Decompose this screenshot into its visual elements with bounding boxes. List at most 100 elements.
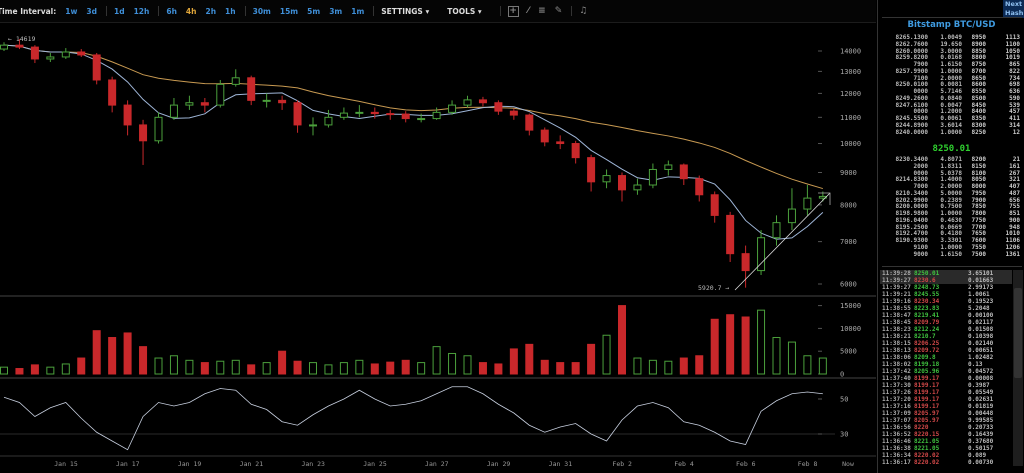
candle-body <box>77 51 86 56</box>
pen-icon[interactable]: ✎ <box>554 6 563 16</box>
orderbook-row[interactable]: 8265.1300 1.0049 8950 1113 <box>882 34 1022 42</box>
order-amount: 0.0168 <box>940 54 962 62</box>
depth-price: 8150 <box>971 162 986 170</box>
orderbook-row[interactable]: 8249.2600 0.0840 8500 590 <box>882 94 1022 103</box>
orderbook-row[interactable]: 0000 5.7146 8550 636 <box>882 88 1022 96</box>
orderbook-row[interactable]: 8245.5500 0.0061 8350 411 <box>882 115 1022 123</box>
settings-menu[interactable]: SETTINGS ▾ <box>381 6 430 16</box>
depth-total: 321 <box>1009 176 1020 184</box>
trade-price: 8221.05 <box>914 438 940 445</box>
orderbook-row[interactable]: 8240.0000 1.0000 8250 12 <box>882 129 1022 137</box>
candle-body <box>0 44 8 50</box>
order-amount: 1.6150 <box>940 250 962 258</box>
depth-price: 8650 <box>971 74 986 82</box>
trade-amount: 0.05549 <box>968 389 994 396</box>
interval-3d[interactable]: 3d <box>86 6 97 16</box>
trade-row: 11:38:45 8209.79 0.02117 <box>880 319 1012 326</box>
orderbook-row[interactable]: 8257.9900 1.0000 8700 822 <box>882 68 1022 76</box>
interval-4h[interactable]: 4h <box>185 6 197 16</box>
orderbook-row[interactable]: 7900 1.6150 8750 865 <box>882 61 1022 69</box>
depth-total: 1100 <box>1005 40 1020 48</box>
horizontal-lines-icon[interactable]: ≡ <box>538 6 546 16</box>
trade-time: 11:37:26 <box>882 389 911 396</box>
toolbar: Time Interval: 1w 3d 1d 12h 6h 4h 2h 1h 30m 15m 5m… <box>0 0 876 23</box>
volume-bar <box>339 362 348 375</box>
orderbook-row[interactable]: 8198.9800 1.0000 7800 851 <box>882 210 1022 218</box>
interval-5m[interactable]: 5m <box>307 6 321 16</box>
orderbook-row[interactable]: 8250.0100 0.0081 8600 698 <box>882 81 1022 89</box>
depth-price: 8000 <box>971 183 986 190</box>
interval-3m[interactable]: 3m <box>329 6 343 16</box>
bell-icon[interactable]: ♫ <box>579 6 588 16</box>
separator <box>105 6 107 16</box>
ma-fast-line <box>3 44 824 240</box>
volume-bar <box>216 360 225 375</box>
separator <box>244 6 246 16</box>
order-price: 8245.5500 <box>895 115 928 122</box>
candle-body <box>571 143 580 159</box>
trade-row: 11:37:26 8199.17 0.05549 <box>880 389 1012 396</box>
orderbook-row[interactable]: 7100 2.0000 8650 734 <box>882 74 1022 83</box>
order-amount: 0.0840 <box>940 94 962 102</box>
orderbook-row[interactable]: 7000 2.0000 8000 407 <box>882 183 1022 191</box>
interval-1w[interactable]: 1w <box>65 6 78 16</box>
trade-amount: 0.19523 <box>968 298 994 305</box>
orderbook-row[interactable]: 8192.4700 0.4180 7650 1010 <box>882 230 1022 238</box>
orderbook-row[interactable]: 9000 1.6150 7500 1361 <box>882 250 1022 259</box>
tools-menu[interactable]: TOOLS ▾ <box>447 6 482 16</box>
orderbook-row[interactable]: 8190.9300 3.3301 7600 1106 <box>882 237 1022 245</box>
order-price: 8260.0000 <box>895 47 928 55</box>
interval-1d[interactable]: 1d <box>113 6 125 16</box>
orderbook-row[interactable]: 8259.8200 0.0168 8800 1019 <box>882 54 1022 62</box>
orderbook-row[interactable]: 8196.0400 0.4630 7750 900 <box>882 217 1022 225</box>
volume-bar <box>46 366 55 375</box>
interval-2h[interactable]: 2h <box>205 6 217 16</box>
orderbook-row[interactable]: 2000 1.8311 8150 161 <box>882 162 1022 171</box>
interval-12h[interactable]: 12h <box>133 6 150 16</box>
bids-list: 8230.3400 4.8071 8200 21 2000 1.8311 8150 161 00… <box>882 156 1022 259</box>
trade-price: 8199.17 <box>914 396 940 403</box>
trade-price: 8220.15 <box>914 431 940 438</box>
orderbook-row[interactable]: 8195.2500 0.0669 7700 948 <box>882 224 1022 232</box>
candle-body <box>679 164 688 180</box>
line-draw-icon[interactable]: ⁄ <box>527 6 530 16</box>
orderbook-row[interactable]: 8210.3400 5.0000 7950 487 <box>882 190 1022 198</box>
candle-body <box>123 104 132 126</box>
trade-price: 8219.41 <box>914 312 940 319</box>
order-amount: 0.4180 <box>940 230 962 238</box>
candle-body <box>556 141 565 145</box>
price-chart[interactable]: 14000 13000 12000 11000 10000 9000 8000 7000 600… <box>0 0 876 473</box>
orderbook-row[interactable]: 8200.0000 0.7500 7850 755 <box>882 203 1022 211</box>
interval-1h[interactable]: 1h <box>225 6 236 16</box>
trade-time: 11:36:56 <box>882 424 911 431</box>
order-price: 2000 <box>913 162 928 170</box>
scrollbar-thumb[interactable] <box>1014 288 1022 378</box>
crosshair-icon[interactable]: + <box>507 5 519 17</box>
orderbook-row[interactable]: 8247.6100 0.0047 8450 539 <box>882 102 1022 110</box>
orderbook-row[interactable]: 8214.8300 1.4000 8050 321 <box>882 176 1022 184</box>
order-price: 8259.8200 <box>895 54 928 62</box>
volume-bar <box>61 363 70 375</box>
interval-30m[interactable]: 30m <box>252 6 271 16</box>
interval-15m[interactable]: 15m <box>279 6 299 16</box>
top-right-tab[interactable]: Next Hash <box>1003 0 1024 18</box>
x-axis-label: Feb 4 <box>674 460 694 468</box>
orderbook-row[interactable]: 9100 1.0000 7550 1206 <box>882 244 1022 252</box>
candle-body <box>61 51 70 58</box>
orderbook-row[interactable]: 0000 5.0378 8100 267 <box>882 170 1022 178</box>
volume-bar <box>741 316 750 375</box>
order-amount: 0.2389 <box>940 196 962 204</box>
candle-body <box>602 175 611 183</box>
volume-bar <box>587 343 596 375</box>
interval-1m[interactable]: 1m <box>351 6 365 16</box>
orderbook-row[interactable]: 8260.0000 3.0000 8850 1050 <box>882 47 1022 56</box>
trade-row: 11:37:16 8199.17 0.01819 <box>880 403 1012 410</box>
orderbook-row[interactable]: 8230.3400 4.8071 8200 21 <box>882 156 1022 164</box>
volume-bar <box>633 357 642 375</box>
interval-6h[interactable]: 6h <box>166 6 177 16</box>
orderbook-row[interactable]: 8202.9900 0.2389 7900 656 <box>882 196 1022 205</box>
trades-scrollbar[interactable] <box>1013 270 1023 466</box>
orderbook-row[interactable]: 0000 1.2000 8400 457 <box>882 108 1022 116</box>
orderbook-row[interactable]: 8262.7600 19.650 8900 1100 <box>882 40 1022 49</box>
orderbook-row[interactable]: 8244.8900 3.6014 8300 314 <box>882 122 1022 130</box>
